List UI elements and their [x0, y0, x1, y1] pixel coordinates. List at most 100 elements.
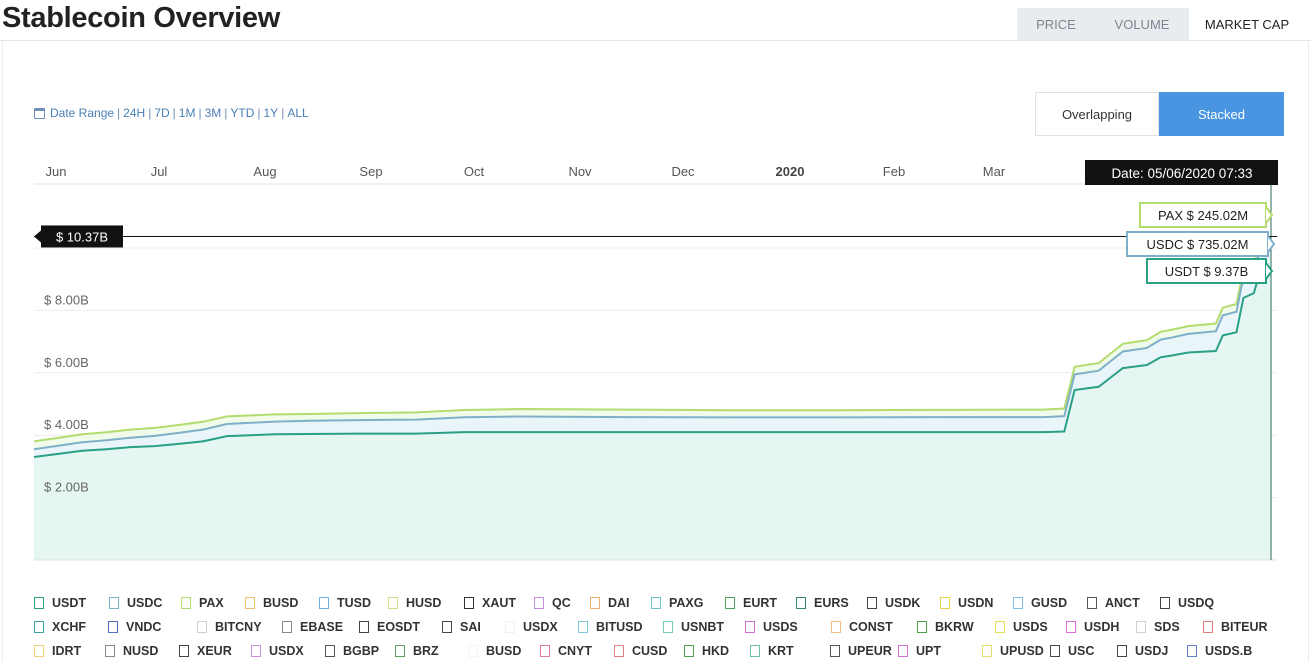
- legend-item[interactable]: USDH: [1066, 620, 1136, 634]
- legend-checkbox-icon[interactable]: [898, 645, 908, 657]
- legend-item[interactable]: SAI: [442, 620, 505, 634]
- date-range-label[interactable]: Date Range: [50, 106, 115, 120]
- legend-checkbox-icon[interactable]: [442, 621, 452, 633]
- range-option-ytd[interactable]: YTD: [230, 106, 255, 120]
- legend-item[interactable]: EBASE: [282, 620, 359, 634]
- legend-item[interactable]: PAX: [181, 596, 245, 610]
- legend-checkbox-icon[interactable]: [179, 645, 189, 657]
- legend-checkbox-icon[interactable]: [867, 597, 877, 609]
- legend-item[interactable]: BKRW: [917, 620, 995, 634]
- legend-checkbox-icon[interactable]: [940, 597, 950, 609]
- legend-item[interactable]: USDN: [940, 596, 1013, 610]
- legend-checkbox-icon[interactable]: [181, 597, 191, 609]
- legend-item[interactable]: TUSD: [319, 596, 388, 610]
- legend-checkbox-icon[interactable]: [319, 597, 329, 609]
- legend-checkbox-icon[interactable]: [750, 645, 760, 657]
- legend-item[interactable]: KRT: [750, 644, 830, 658]
- range-option-24h[interactable]: 24H: [123, 106, 146, 120]
- legend-item[interactable]: UPT: [898, 644, 982, 658]
- range-option-1y[interactable]: 1Y: [263, 106, 279, 120]
- legend-item[interactable]: USDX: [251, 644, 325, 658]
- legend-checkbox-icon[interactable]: [1117, 645, 1127, 657]
- market-cap-chart[interactable]: Jun Jul Aug Sep Oct Nov Dec 2020 Feb Mar $ 2.00B $ …: [0, 150, 1311, 570]
- legend-item[interactable]: CNYT: [540, 644, 614, 658]
- legend-checkbox-icon[interactable]: [745, 621, 755, 633]
- legend-item[interactable]: EURT: [725, 596, 796, 610]
- legend-checkbox-icon[interactable]: [1013, 597, 1023, 609]
- legend-item[interactable]: EURS: [796, 596, 867, 610]
- legend-item[interactable]: USDS: [745, 620, 831, 634]
- legend-item[interactable]: XCHF: [34, 620, 108, 634]
- legend-checkbox-icon[interactable]: [995, 621, 1005, 633]
- legend-checkbox-icon[interactable]: [684, 645, 694, 657]
- legend-item[interactable]: PAXG: [651, 596, 725, 610]
- legend-checkbox-icon[interactable]: [359, 621, 369, 633]
- legend-item[interactable]: HUSD: [388, 596, 464, 610]
- legend-item[interactable]: USDT: [34, 596, 109, 610]
- legend-item[interactable]: CUSD: [614, 644, 684, 658]
- legend-item[interactable]: HKD: [684, 644, 750, 658]
- legend-checkbox-icon[interactable]: [105, 645, 115, 657]
- legend-checkbox-icon[interactable]: [831, 621, 841, 633]
- legend-checkbox-icon[interactable]: [388, 597, 398, 609]
- tab-price[interactable]: PRICE: [1017, 8, 1095, 41]
- legend-checkbox-icon[interactable]: [1050, 645, 1060, 657]
- legend-checkbox-icon[interactable]: [578, 621, 588, 633]
- legend-checkbox-icon[interactable]: [1160, 597, 1170, 609]
- overlapping-button[interactable]: Overlapping: [1035, 92, 1159, 136]
- legend-checkbox-icon[interactable]: [395, 645, 405, 657]
- legend-checkbox-icon[interactable]: [651, 597, 661, 609]
- legend-item[interactable]: USDC: [109, 596, 181, 610]
- legend-item[interactable]: SDS: [1136, 620, 1203, 634]
- legend-item[interactable]: UPUSD: [982, 644, 1050, 658]
- legend-checkbox-icon[interactable]: [505, 621, 515, 633]
- legend-checkbox-icon[interactable]: [251, 645, 261, 657]
- range-option-1m[interactable]: 1M: [178, 106, 196, 120]
- legend-item[interactable]: XAUT: [464, 596, 534, 610]
- legend-item[interactable]: GUSD: [1013, 596, 1087, 610]
- legend-item[interactable]: USDS: [995, 620, 1066, 634]
- legend-item[interactable]: USDK: [867, 596, 940, 610]
- legend-item[interactable]: IDRT: [34, 644, 105, 658]
- legend-item[interactable]: BGBP: [325, 644, 395, 658]
- legend-item[interactable]: BRZ: [395, 644, 468, 658]
- legend-checkbox-icon[interactable]: [1066, 621, 1076, 633]
- legend-checkbox-icon[interactable]: [534, 597, 544, 609]
- legend-item[interactable]: USDQ: [1160, 596, 1230, 610]
- legend-item[interactable]: QC: [534, 596, 590, 610]
- range-option-7d[interactable]: 7D: [154, 106, 170, 120]
- legend-checkbox-icon[interactable]: [34, 645, 44, 657]
- legend-item[interactable]: USDS.B: [1187, 644, 1259, 658]
- legend-checkbox-icon[interactable]: [468, 645, 478, 657]
- legend-checkbox-icon[interactable]: [464, 597, 474, 609]
- legend-checkbox-icon[interactable]: [34, 597, 44, 609]
- legend-item[interactable]: ANCT: [1087, 596, 1160, 610]
- legend-item[interactable]: XEUR: [179, 644, 251, 658]
- legend-checkbox-icon[interactable]: [917, 621, 927, 633]
- legend-checkbox-icon[interactable]: [1187, 645, 1197, 657]
- legend-checkbox-icon[interactable]: [282, 621, 292, 633]
- legend-item[interactable]: NUSD: [105, 644, 179, 658]
- legend-item[interactable]: BITUSD: [578, 620, 663, 634]
- legend-checkbox-icon[interactable]: [325, 645, 335, 657]
- legend-checkbox-icon[interactable]: [1203, 621, 1213, 633]
- stacked-button[interactable]: Stacked: [1159, 92, 1284, 136]
- legend-item[interactable]: BUSD: [468, 644, 540, 658]
- legend-item[interactable]: USC: [1050, 644, 1117, 658]
- legend-item[interactable]: BITEUR: [1203, 620, 1273, 634]
- legend-checkbox-icon[interactable]: [1136, 621, 1146, 633]
- legend-item[interactable]: BITCNY: [197, 620, 282, 634]
- legend-checkbox-icon[interactable]: [663, 621, 673, 633]
- legend-checkbox-icon[interactable]: [108, 621, 118, 633]
- legend-item[interactable]: CONST: [831, 620, 917, 634]
- legend-checkbox-icon[interactable]: [725, 597, 735, 609]
- range-option-all[interactable]: ALL: [287, 106, 309, 120]
- legend-checkbox-icon[interactable]: [1087, 597, 1097, 609]
- legend-item[interactable]: USDJ: [1117, 644, 1187, 658]
- tab-volume[interactable]: VOLUME: [1095, 8, 1189, 41]
- legend-item[interactable]: EOSDT: [359, 620, 442, 634]
- legend-checkbox-icon[interactable]: [109, 597, 119, 609]
- legend-checkbox-icon[interactable]: [982, 645, 992, 657]
- legend-item[interactable]: USDX: [505, 620, 578, 634]
- legend-item[interactable]: UPEUR: [830, 644, 898, 658]
